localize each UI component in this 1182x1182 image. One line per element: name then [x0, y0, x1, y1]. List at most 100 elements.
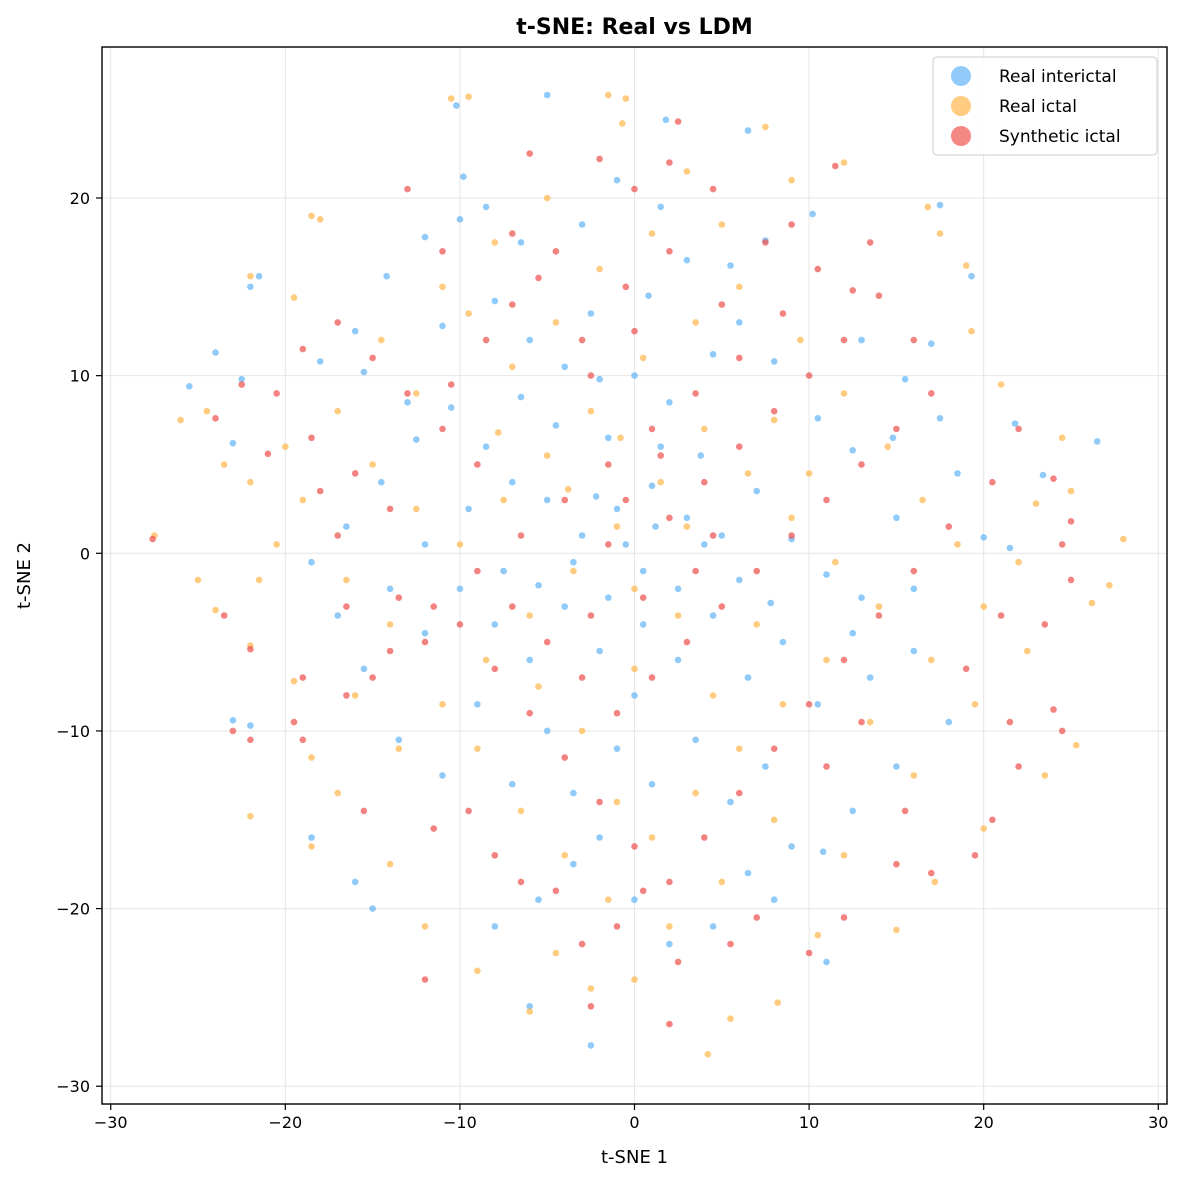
x-tick-label: 30: [1148, 1113, 1168, 1132]
data-point: [1050, 475, 1057, 483]
data-point: [482, 656, 490, 664]
data-point: [517, 807, 525, 815]
data-point: [709, 185, 717, 193]
data-point: [543, 496, 551, 504]
data-point: [596, 798, 603, 806]
data-point: [465, 505, 472, 513]
data-point: [605, 91, 612, 99]
data-point: [840, 336, 848, 344]
data-point: [186, 383, 193, 390]
data-point: [823, 763, 830, 770]
data-point: [351, 470, 359, 477]
data-point: [910, 567, 918, 575]
data-point: [727, 262, 734, 269]
data-point: [453, 102, 460, 109]
data-point: [299, 345, 307, 353]
data-point: [709, 923, 717, 930]
data-point: [255, 272, 263, 280]
data-point: [1058, 727, 1066, 735]
data-point: [460, 173, 467, 180]
data-point: [683, 514, 691, 522]
data-point: [1067, 518, 1075, 525]
data-point: [229, 727, 237, 735]
data-point: [954, 470, 961, 477]
data-point: [666, 248, 673, 255]
y-tick-label: −20: [56, 900, 90, 919]
data-point: [648, 834, 656, 841]
data-point: [814, 415, 822, 422]
data-point: [369, 461, 376, 468]
data-point: [849, 629, 856, 637]
data-point: [465, 807, 472, 815]
data-point: [491, 297, 499, 305]
data-point: [648, 425, 656, 433]
data-point: [613, 176, 621, 184]
data-point: [605, 434, 612, 442]
data-point: [1093, 438, 1101, 445]
data-point: [779, 638, 787, 646]
data-point: [509, 301, 516, 308]
data-point: [797, 336, 804, 344]
data-point: [840, 656, 848, 664]
legend-marker-real-interictal: [951, 66, 971, 86]
data-point: [430, 603, 438, 610]
data-point: [386, 505, 394, 513]
data-point: [543, 91, 551, 99]
y-tick-label: −30: [56, 1077, 90, 1096]
data-point: [247, 283, 254, 291]
data-point: [564, 486, 572, 493]
data-point: [543, 194, 551, 202]
data-point: [1058, 541, 1066, 548]
data-point: [788, 514, 795, 522]
data-point: [1050, 706, 1057, 713]
data-point: [631, 585, 638, 593]
data-point: [910, 336, 918, 344]
data-point: [736, 745, 743, 752]
data-point: [1041, 772, 1049, 779]
data-point: [674, 612, 682, 619]
y-axis-ticks: −30 −20 −10 0 10 20: [56, 189, 102, 1096]
data-point: [770, 745, 778, 752]
data-point: [901, 807, 909, 815]
data-point: [177, 416, 184, 424]
data-point: [220, 612, 228, 619]
data-point: [727, 1015, 734, 1022]
data-point: [360, 368, 368, 376]
data-point: [919, 496, 926, 504]
data-point: [509, 363, 516, 371]
data-point: [753, 621, 760, 628]
data-point: [954, 541, 961, 548]
data-point: [290, 677, 298, 685]
data-point: [474, 745, 481, 752]
data-point: [369, 354, 376, 362]
data-point: [858, 718, 865, 726]
data-point: [709, 532, 717, 539]
data-point: [482, 336, 490, 344]
data-point: [500, 496, 507, 504]
data-point: [578, 532, 586, 539]
data-point: [351, 327, 359, 335]
data-point: [814, 265, 822, 273]
data-point: [264, 450, 272, 458]
data-point: [840, 852, 848, 859]
data-point: [631, 665, 638, 673]
data-point: [631, 372, 638, 379]
data-point: [648, 780, 656, 788]
data-point: [631, 976, 638, 983]
data-point: [552, 422, 560, 429]
data-point: [247, 812, 254, 820]
data-point: [526, 656, 533, 664]
data-point: [928, 340, 935, 348]
data-point: [587, 1042, 595, 1049]
data-point: [657, 452, 664, 459]
data-point: [639, 594, 647, 601]
legend-label-real-ictal: Real ictal: [999, 97, 1077, 117]
legend-marker-real-ictal: [951, 96, 971, 116]
data-point: [474, 567, 481, 575]
data-point: [683, 523, 691, 530]
data-point: [639, 567, 647, 575]
data-point: [674, 656, 682, 664]
data-point: [561, 496, 568, 504]
data-point: [456, 216, 464, 223]
data-point: [945, 523, 953, 530]
